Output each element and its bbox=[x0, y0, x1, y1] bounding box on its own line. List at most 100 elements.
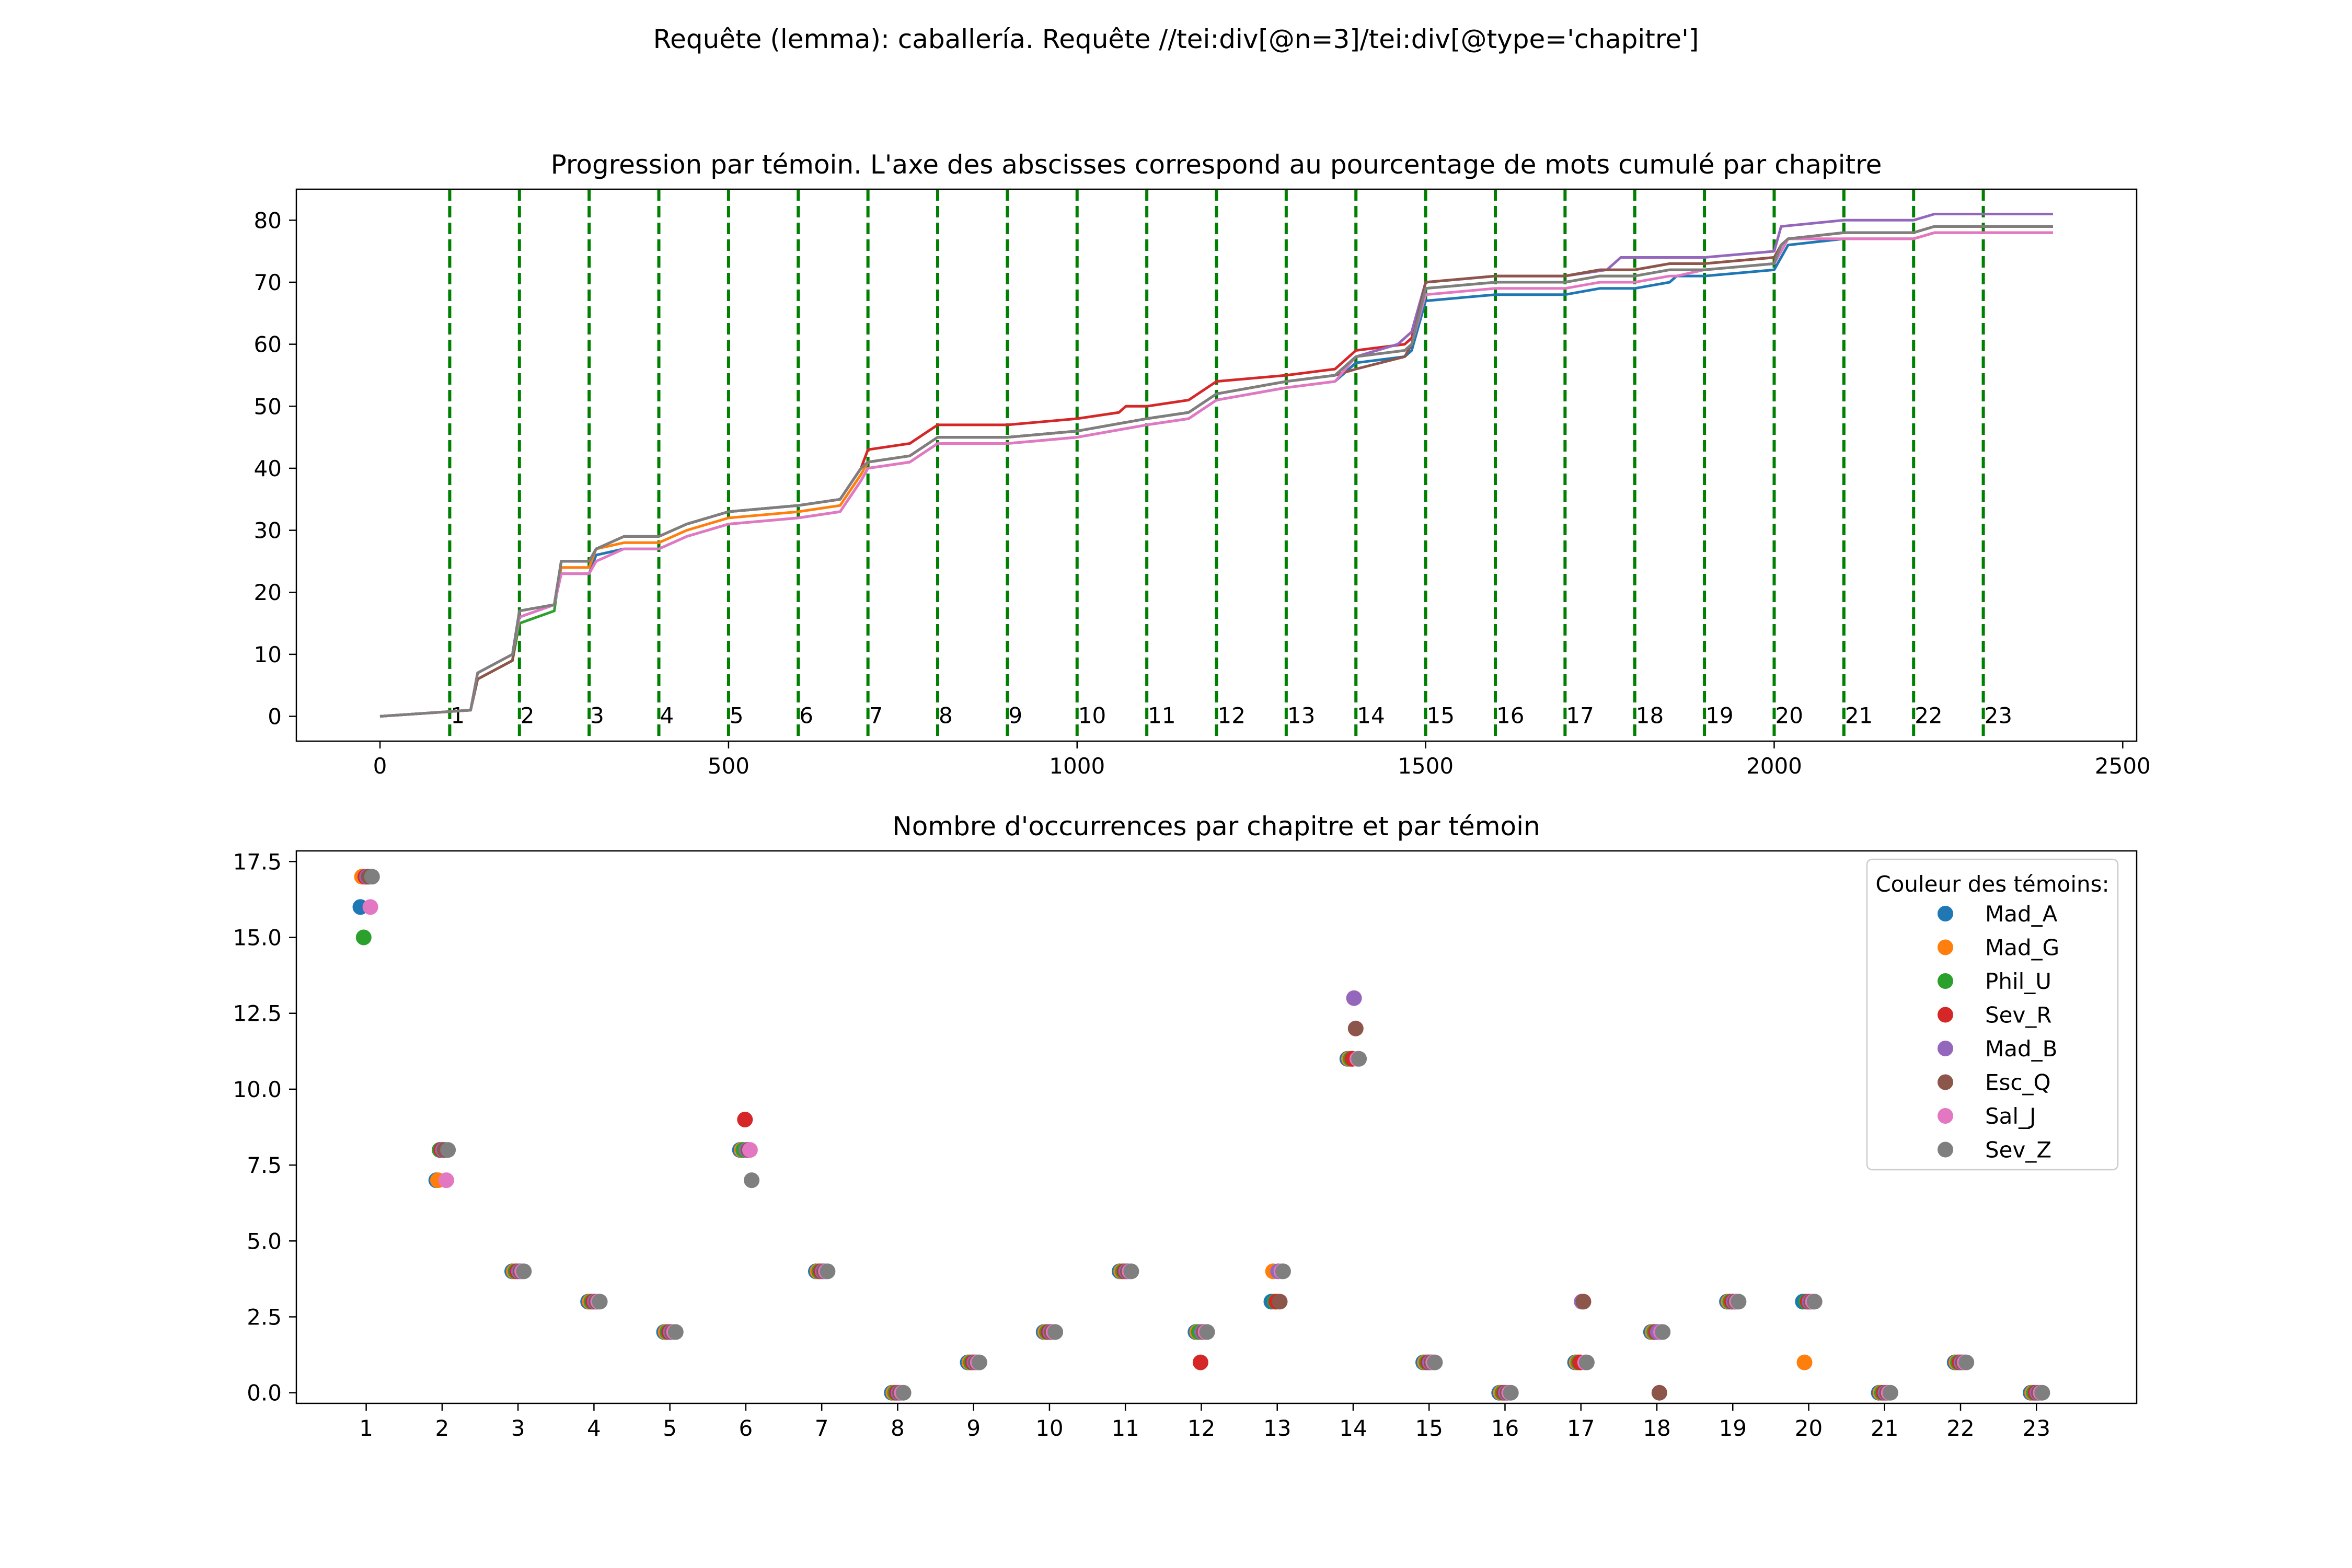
legend-marker bbox=[1938, 1142, 1953, 1158]
x-tick-label: 1 bbox=[359, 1415, 373, 1441]
x-tick-label: 21 bbox=[1871, 1415, 1898, 1441]
x-tick-label: 20 bbox=[1795, 1415, 1823, 1441]
y-tick-label: 60 bbox=[254, 332, 282, 358]
x-tick-label: 8 bbox=[891, 1415, 905, 1441]
legend-label: Sal_J bbox=[1985, 1103, 2036, 1129]
y-tick-label: 70 bbox=[254, 270, 282, 295]
chapter-marker-label: 8 bbox=[939, 703, 953, 729]
y-tick-label: 15.0 bbox=[233, 925, 282, 951]
y-tick-label: 40 bbox=[254, 456, 282, 481]
scatter-point-mad-g bbox=[1796, 1354, 1813, 1370]
x-tick-label: 14 bbox=[1339, 1415, 1367, 1441]
chapter-marker-label: 12 bbox=[1218, 703, 1246, 729]
y-tick-label: 5.0 bbox=[247, 1228, 282, 1254]
legend-marker bbox=[1938, 1041, 1953, 1056]
legend-label: Esc_Q bbox=[1985, 1070, 2051, 1096]
legend-label: Mad_A bbox=[1985, 901, 2058, 927]
scatter-point-phil-u bbox=[355, 929, 372, 946]
x-tick-label: 15 bbox=[1415, 1415, 1443, 1441]
scatter-point-sev-z bbox=[1199, 1324, 1215, 1340]
legend-label: Mad_G bbox=[1985, 935, 2059, 961]
legend-marker bbox=[1938, 1007, 1953, 1023]
scatter-point-sev-r bbox=[737, 1112, 753, 1127]
chapter-marker-label: 5 bbox=[730, 703, 744, 729]
x-tick-label: 18 bbox=[1643, 1415, 1670, 1441]
progression-title: Progression par témoin. L'axe des abscis… bbox=[551, 149, 1882, 180]
chapter-marker-label: 6 bbox=[799, 703, 813, 729]
legend-label: Phil_U bbox=[1985, 969, 2051, 994]
x-tick-label: 6 bbox=[739, 1415, 753, 1441]
scatter-point-sev-z bbox=[1578, 1354, 1595, 1370]
scatter-point-sev-z bbox=[1427, 1354, 1443, 1370]
x-tick-label: 7 bbox=[815, 1415, 829, 1441]
x-tick-label: 16 bbox=[1491, 1415, 1519, 1441]
scatter-point-mad-b bbox=[1346, 990, 1362, 1006]
y-tick-label: 7.5 bbox=[247, 1152, 282, 1178]
scatter-point-sev-z bbox=[1958, 1354, 1975, 1370]
chapter-marker-label: 14 bbox=[1357, 703, 1385, 729]
legend-label: Sev_R bbox=[1985, 1002, 2052, 1028]
chapter-marker-label: 7 bbox=[869, 703, 883, 729]
y-tick-label: 0.0 bbox=[247, 1380, 282, 1406]
chapter-marker-label: 16 bbox=[1496, 703, 1524, 729]
x-tick-label: 5 bbox=[663, 1415, 677, 1441]
scatter-point-esc-q bbox=[1651, 1385, 1667, 1401]
x-tick-label: 0 bbox=[373, 753, 387, 779]
scatter-point-sev-r bbox=[1192, 1354, 1208, 1370]
scatter-point-sev-z bbox=[1882, 1385, 1898, 1401]
y-tick-label: 10 bbox=[254, 642, 282, 667]
chapter-marker-label: 3 bbox=[590, 703, 604, 729]
legend-box bbox=[1866, 858, 2119, 1171]
scatter-point-esc-q bbox=[1272, 1294, 1288, 1310]
x-tick-label: 3 bbox=[511, 1415, 525, 1441]
chapter-marker-label: 15 bbox=[1427, 703, 1455, 729]
scatter-point-sev-z bbox=[1047, 1324, 1064, 1340]
plot-area bbox=[296, 851, 2137, 1403]
chapter-marker-label: 17 bbox=[1566, 703, 1594, 729]
figure-title: Requête (lemma): caballería. Requête //t… bbox=[653, 24, 1699, 54]
x-tick-label: 1500 bbox=[1398, 753, 1454, 779]
x-tick-label: 19 bbox=[1719, 1415, 1747, 1441]
line-series-sev-z bbox=[379, 225, 2053, 718]
x-tick-label: 2000 bbox=[1746, 753, 1802, 779]
x-tick-label: 4 bbox=[587, 1415, 601, 1441]
chapter-marker-label: 9 bbox=[1008, 703, 1022, 729]
scatter-point-sev-z bbox=[516, 1263, 532, 1279]
scatter-point-sev-z bbox=[1503, 1385, 1519, 1401]
x-tick-label: 12 bbox=[1187, 1415, 1215, 1441]
chapter-marker-label: 23 bbox=[1985, 703, 2012, 729]
y-tick-label: 17.5 bbox=[233, 849, 282, 874]
y-tick-label: 2.5 bbox=[247, 1304, 282, 1330]
chapter-marker-label: 13 bbox=[1287, 703, 1315, 729]
x-tick-label: 2 bbox=[435, 1415, 449, 1441]
scatter-point-sev-z bbox=[440, 1142, 456, 1158]
scatter-point-sev-z bbox=[971, 1354, 987, 1370]
legend-marker bbox=[1938, 1074, 1953, 1090]
legend-marker bbox=[1938, 939, 1953, 955]
chapter-marker-label: 22 bbox=[1915, 703, 1942, 729]
legend-marker bbox=[1938, 906, 1953, 921]
legend: Couleur des témoins: Mad_A Mad_G Phil_U Sev_… bbox=[1866, 858, 2119, 1171]
scatter-point-sev-z bbox=[364, 869, 380, 885]
x-tick-label: 10 bbox=[1035, 1415, 1063, 1441]
x-tick-label: 9 bbox=[966, 1415, 981, 1441]
y-tick-label: 12.5 bbox=[233, 1001, 282, 1027]
scatter-point-sal-j bbox=[742, 1142, 758, 1158]
legend-marker bbox=[1938, 1108, 1953, 1124]
plot-frame bbox=[295, 850, 2138, 1404]
chapter-marker-label: 20 bbox=[1775, 703, 1803, 729]
x-tick-label: 1000 bbox=[1049, 753, 1105, 779]
x-tick-label: 22 bbox=[1946, 1415, 1974, 1441]
y-tick-label: 20 bbox=[254, 580, 282, 605]
chapter-marker-label: 19 bbox=[1705, 703, 1733, 729]
scatter-point-esc-q bbox=[1347, 1020, 1364, 1036]
y-tick-label: 10.0 bbox=[233, 1077, 282, 1102]
y-tick-label: 30 bbox=[254, 518, 282, 544]
scatter-point-sev-z bbox=[1123, 1263, 1139, 1279]
chapter-marker-label: 10 bbox=[1078, 703, 1106, 729]
scatter-point-sev-z bbox=[592, 1294, 608, 1310]
scatter-point-sev-z bbox=[667, 1324, 684, 1340]
legend-marker bbox=[1938, 973, 1953, 989]
